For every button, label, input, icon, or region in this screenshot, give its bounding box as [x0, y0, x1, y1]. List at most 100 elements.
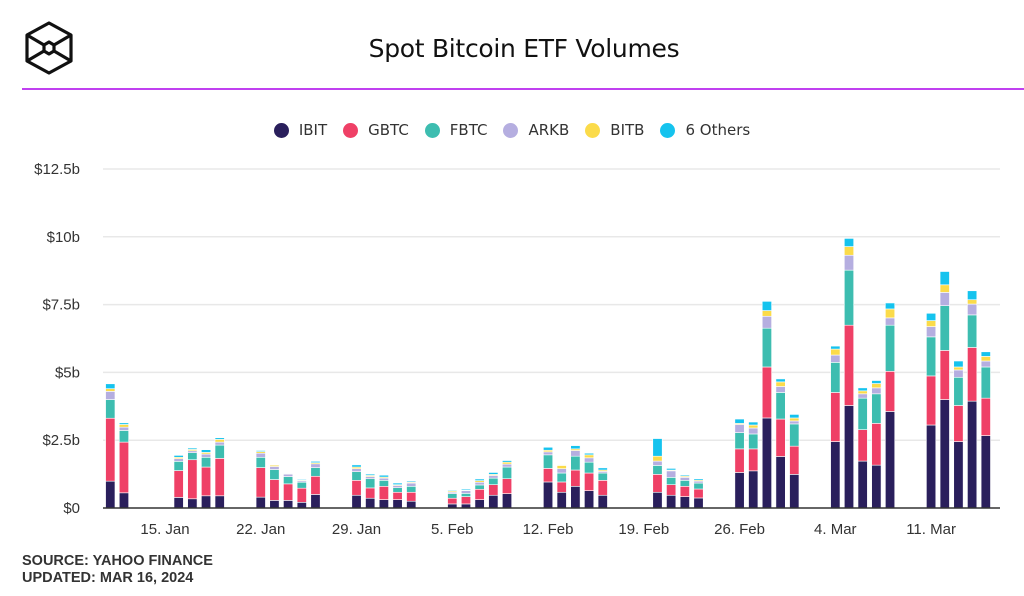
bar-segment-fbtc	[693, 482, 704, 490]
bar-segment-fbtc	[543, 454, 554, 469]
bar-segment-arkb	[980, 360, 991, 368]
bar-segment-gbtc	[584, 472, 595, 491]
bar-segment-ibit	[666, 494, 677, 509]
bar-segment-arkb	[214, 441, 225, 446]
bar-segment-ibit	[105, 480, 116, 509]
bar-segment-fbtc	[201, 456, 212, 468]
bar-segment-arkb	[255, 452, 266, 458]
bar-segment-arkb	[269, 466, 280, 470]
bar-segment-arkb	[748, 427, 759, 435]
bar-segment-gbtc	[830, 392, 841, 442]
legend-item-bitb[interactable]: BITB	[585, 121, 644, 139]
bar-segment-gbtc	[789, 445, 800, 475]
bar-segment-gbtc	[118, 441, 129, 494]
legend-item-fbtc[interactable]: FBTC	[424, 121, 487, 139]
bar-segment-ibit	[214, 495, 225, 509]
bar-segment-bitb	[584, 454, 595, 459]
bar-segment-6-others	[173, 455, 184, 458]
bar-segment-gbtc	[105, 417, 116, 482]
bar-segment-bitb	[830, 348, 841, 356]
bar-segment-6-others	[255, 450, 266, 452]
bar-segment-6-others	[857, 387, 868, 392]
bar-segment-6-others	[201, 449, 212, 453]
bar-segment-6-others	[447, 490, 458, 492]
bar-segment-6-others	[679, 474, 690, 477]
bar-segment-gbtc	[447, 497, 458, 505]
bar-segment-fbtc	[679, 480, 690, 487]
legend: IBIT GBTC FBTC ARKB BITB 6 Others	[0, 121, 1024, 139]
bar-segment-fbtc	[926, 336, 937, 377]
bar-segment-arkb	[857, 393, 868, 399]
bar-segment-fbtc	[748, 433, 759, 450]
x-tick-label: 11. Mar	[906, 521, 956, 538]
legend-item-arkb[interactable]: ARKB	[503, 121, 569, 139]
legend-item-gbtc[interactable]: GBTC	[343, 121, 409, 139]
bar-segment-gbtc	[748, 448, 759, 472]
bar-segment-gbtc	[406, 491, 417, 502]
legend-item-6-others[interactable]: 6 Others	[660, 121, 750, 139]
bar-segment-arkb	[105, 391, 116, 400]
bar-segment-6-others	[666, 468, 677, 471]
bar-segment-bitb	[939, 284, 950, 293]
legend-marker	[424, 122, 440, 138]
bar-segment-fbtc	[789, 423, 800, 447]
updated-text: UPDATED: MAR 16, 2024	[22, 570, 194, 586]
bar-segment-6-others	[556, 464, 567, 466]
bar-segment-ibit	[365, 497, 376, 509]
bar-segment-fbtc	[939, 305, 950, 351]
bar-segment-fbtc	[378, 480, 389, 487]
bar-segment-gbtc	[296, 487, 307, 503]
bar-segment-6-others	[830, 345, 841, 350]
bar-segment-ibit	[187, 498, 198, 509]
bar-segment-ibit	[570, 486, 581, 509]
source-note: SOURCE: YAHOO FINANCE UPDATED: MAR 16, 2…	[22, 553, 213, 587]
bar-segment-gbtc	[885, 371, 896, 412]
bar-segment-arkb	[570, 450, 581, 457]
bar-segment-gbtc	[967, 347, 978, 402]
bar-segment-6-others	[501, 460, 512, 463]
bar-segment-gbtc	[734, 448, 745, 473]
bar-segment-6-others	[584, 452, 595, 456]
bar-segment-6-others	[296, 478, 307, 481]
y-tick-label: $7.5b	[42, 297, 80, 314]
bar-segment-fbtc	[597, 472, 608, 481]
bar-segment-arkb	[967, 303, 978, 316]
bar-segment-arkb	[666, 470, 677, 478]
bar-segment-gbtc	[843, 324, 854, 406]
bar-segment-arkb	[543, 451, 554, 456]
bar-segment-6-others	[761, 301, 772, 311]
bar-segment-arkb	[556, 468, 567, 474]
bar-segment-6-others	[597, 467, 608, 471]
bar-segment-ibit	[885, 411, 896, 509]
header-divider	[22, 88, 1024, 90]
bar-segment-arkb	[501, 463, 512, 468]
bar-segment-ibit	[501, 493, 512, 509]
legend-item-ibit[interactable]: IBIT	[273, 121, 327, 139]
bar-segment-ibit	[926, 424, 937, 509]
bar-segment-6-others	[351, 464, 362, 468]
bar-segment-bitb	[556, 465, 567, 469]
bar-segment-gbtc	[761, 366, 772, 419]
bar-segment-6-others	[980, 351, 991, 357]
bar-segment-6-others	[378, 474, 389, 478]
bar-segment-fbtc	[460, 493, 471, 497]
bar-segment-6-others	[570, 445, 581, 450]
bar-segment-ibit	[255, 496, 266, 509]
bar-segment-fbtc	[173, 461, 184, 471]
bar-segment-6-others	[118, 422, 129, 425]
bar-segment-fbtc	[365, 478, 376, 489]
bar-segment-arkb	[843, 254, 854, 271]
bar-segment-arkb	[830, 354, 841, 363]
bar-segment-ibit	[734, 472, 745, 509]
bar-segment-ibit	[830, 441, 841, 509]
bar-segment-6-others	[105, 383, 116, 389]
chart-title: Spot Bitcoin ETF Volumes	[368, 34, 680, 63]
bar-segment-ibit	[283, 500, 294, 509]
x-tick-label: 15. Jan	[140, 521, 189, 538]
bar-segment-gbtc	[652, 474, 663, 493]
legend-marker	[503, 122, 519, 138]
bar-segment-arkb	[652, 460, 663, 466]
bar-segment-bitb	[748, 424, 759, 429]
x-tick-label: 22. Jan	[236, 521, 285, 538]
bar-segment-ibit	[843, 405, 854, 509]
